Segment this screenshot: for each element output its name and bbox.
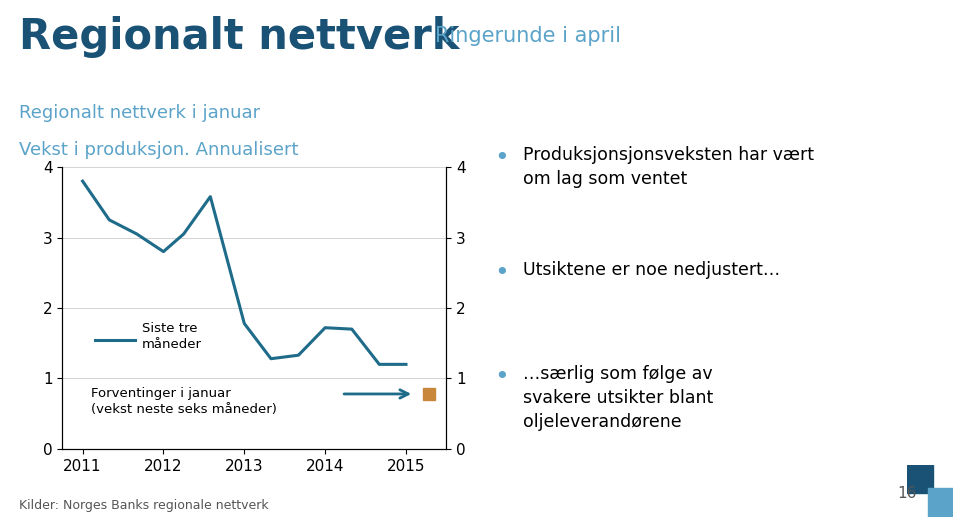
Text: Siste tre
måneder: Siste tre måneder <box>142 322 202 351</box>
Text: Ringerunde i april: Ringerunde i april <box>435 26 621 46</box>
Text: …særlig som følge av
svakere utsikter blant
oljeleverandørene: …særlig som følge av svakere utsikter bl… <box>523 365 713 431</box>
Text: 16: 16 <box>898 486 917 501</box>
Polygon shape <box>907 465 932 493</box>
Text: Vekst i produksjon. Annualisert: Vekst i produksjon. Annualisert <box>19 141 299 159</box>
Polygon shape <box>928 488 953 517</box>
Text: •: • <box>494 146 509 170</box>
Text: Regionalt nettverk: Regionalt nettverk <box>19 16 460 57</box>
Text: Kilder: Norges Banks regionale nettverk: Kilder: Norges Banks regionale nettverk <box>19 499 269 512</box>
Text: Regionalt nettverk i januar: Regionalt nettverk i januar <box>19 104 260 122</box>
Text: Utsiktene er noe nedjustert…: Utsiktene er noe nedjustert… <box>523 261 780 279</box>
Text: •: • <box>494 261 509 285</box>
Text: •: • <box>494 365 509 389</box>
Text: Produksjonsjonsveksten har vært
om lag som ventet: Produksjonsjonsveksten har vært om lag s… <box>523 146 814 188</box>
Text: Forventinger i januar
(vekst neste seks måneder): Forventinger i januar (vekst neste seks … <box>90 387 276 416</box>
